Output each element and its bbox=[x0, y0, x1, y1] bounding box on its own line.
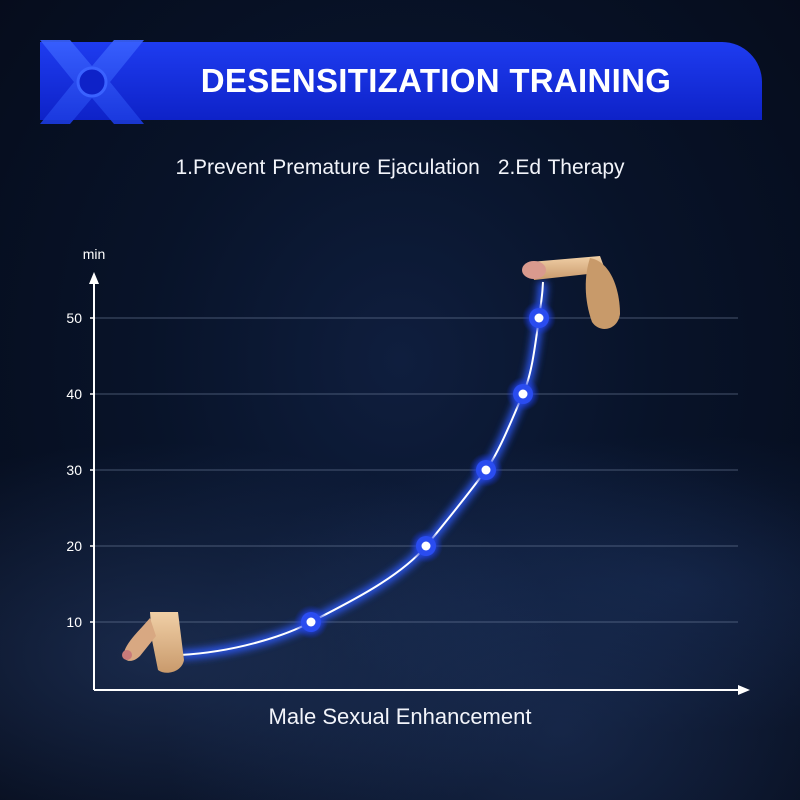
y-tick-label: 10 bbox=[66, 614, 82, 630]
subtitle-item-1: 1.Prevent Premature Ejaculation bbox=[175, 156, 480, 179]
y-tick-label: 40 bbox=[66, 386, 82, 402]
y-tick-label: 50 bbox=[66, 310, 82, 326]
erect-illustration-icon bbox=[522, 256, 620, 329]
data-point bbox=[518, 389, 528, 399]
flaccid-illustration-icon bbox=[122, 612, 184, 673]
y-axis-arrow-icon bbox=[89, 272, 99, 284]
x-axis-label: Male Sexual Enhancement bbox=[268, 704, 532, 729]
subtitle-item-2: 2.Ed Therapy bbox=[497, 156, 625, 179]
y-axis-label: min bbox=[83, 246, 106, 262]
data-point bbox=[306, 617, 316, 627]
y-tick-label: 20 bbox=[66, 538, 82, 554]
page-title: DESENSITIZATION TRAINING bbox=[200, 62, 672, 99]
x-axis-arrow-icon bbox=[738, 685, 750, 695]
data-point bbox=[534, 313, 544, 323]
title-banner: DESENSITIZATION TRAINING bbox=[40, 42, 762, 120]
data-point bbox=[481, 465, 491, 475]
subtitle: 1.Prevent Premature Ejaculation 2.Ed Ther… bbox=[0, 156, 800, 180]
data-point bbox=[421, 541, 431, 551]
x-logo-icon bbox=[40, 40, 144, 124]
y-tick-label: 30 bbox=[66, 462, 82, 478]
